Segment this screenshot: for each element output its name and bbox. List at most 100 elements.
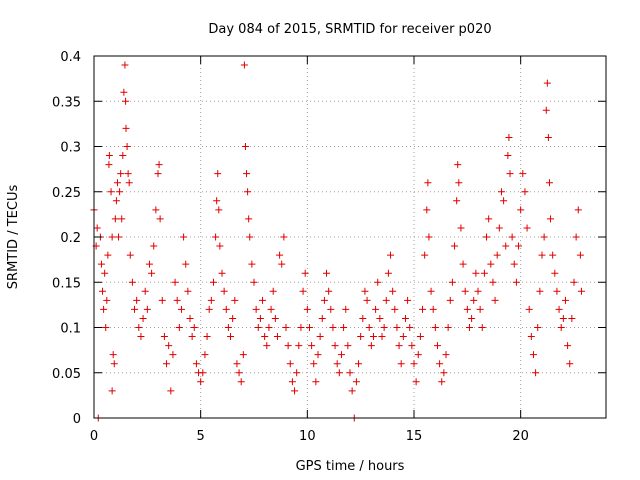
data-point bbox=[215, 206, 223, 214]
data-point bbox=[199, 369, 207, 377]
data-point bbox=[135, 324, 143, 331]
data-point bbox=[555, 305, 563, 313]
data-point bbox=[504, 152, 512, 160]
data-point bbox=[197, 378, 205, 386]
y-tick-label: 0.05 bbox=[52, 367, 81, 382]
data-point bbox=[246, 233, 254, 241]
data-point bbox=[561, 296, 569, 304]
data-point bbox=[156, 215, 164, 223]
data-point bbox=[478, 324, 486, 331]
data-point bbox=[424, 179, 432, 187]
data-point bbox=[333, 360, 341, 368]
data-point bbox=[207, 296, 215, 304]
data-point bbox=[254, 324, 262, 331]
data-point bbox=[105, 161, 113, 169]
data-point bbox=[150, 242, 158, 250]
data-point bbox=[551, 269, 559, 277]
data-point bbox=[154, 170, 162, 178]
data-point bbox=[291, 387, 299, 395]
data-point bbox=[160, 333, 168, 341]
data-point bbox=[131, 305, 139, 313]
data-point bbox=[387, 251, 395, 259]
data-point bbox=[465, 324, 473, 331]
data-point bbox=[320, 296, 328, 304]
data-point bbox=[310, 360, 318, 368]
data-point bbox=[337, 351, 345, 359]
data-point bbox=[436, 360, 444, 368]
data-point bbox=[367, 342, 375, 350]
data-point bbox=[267, 305, 275, 313]
data-point bbox=[444, 324, 452, 331]
data-point bbox=[545, 179, 553, 187]
data-point bbox=[182, 260, 190, 268]
data-point bbox=[401, 314, 409, 322]
data-point bbox=[423, 206, 431, 214]
data-point bbox=[118, 215, 126, 223]
data-point bbox=[442, 351, 450, 359]
data-point bbox=[357, 333, 365, 341]
data-point bbox=[214, 170, 222, 178]
data-point bbox=[487, 260, 495, 268]
data-point bbox=[536, 287, 544, 295]
data-point bbox=[122, 97, 130, 105]
data-point bbox=[122, 124, 130, 132]
data-point bbox=[519, 170, 527, 178]
data-point bbox=[233, 360, 241, 368]
data-point bbox=[399, 333, 407, 341]
data-point bbox=[510, 260, 518, 268]
data-point bbox=[429, 305, 437, 313]
data-point bbox=[167, 387, 175, 395]
data-point bbox=[248, 260, 256, 268]
data-point bbox=[493, 251, 501, 259]
data-point bbox=[305, 324, 313, 331]
data-point bbox=[508, 233, 516, 241]
data-point bbox=[288, 378, 296, 386]
data-point bbox=[572, 233, 580, 241]
data-point bbox=[454, 161, 462, 169]
data-point bbox=[527, 333, 535, 341]
data-point bbox=[412, 378, 420, 386]
data-point bbox=[273, 333, 281, 341]
data-point bbox=[476, 305, 484, 313]
data-point bbox=[455, 179, 463, 187]
data-points bbox=[90, 61, 585, 422]
data-point bbox=[408, 342, 416, 350]
data-point bbox=[137, 333, 145, 341]
data-point bbox=[158, 296, 166, 304]
data-point bbox=[566, 360, 574, 368]
y-tick-label: 0.25 bbox=[52, 186, 81, 201]
data-point bbox=[297, 324, 305, 331]
data-point bbox=[286, 360, 294, 368]
data-point bbox=[553, 287, 561, 295]
data-point bbox=[241, 143, 249, 150]
data-point bbox=[574, 206, 582, 214]
data-point bbox=[564, 342, 572, 350]
data-point bbox=[480, 269, 488, 277]
data-point bbox=[107, 188, 115, 196]
data-point bbox=[346, 369, 354, 377]
data-point bbox=[205, 305, 213, 313]
data-point bbox=[376, 314, 384, 322]
data-point bbox=[327, 305, 335, 313]
data-point bbox=[295, 342, 303, 350]
data-point bbox=[491, 296, 499, 304]
data-point bbox=[212, 233, 220, 241]
data-point bbox=[201, 351, 209, 359]
data-point bbox=[108, 387, 116, 395]
data-point bbox=[485, 215, 493, 223]
data-point bbox=[93, 224, 101, 232]
x-tick-label: 15 bbox=[406, 429, 423, 444]
data-point bbox=[500, 197, 508, 205]
x-tick-label: 0 bbox=[90, 429, 98, 444]
data-point bbox=[256, 314, 264, 322]
data-point bbox=[459, 260, 467, 268]
data-point bbox=[104, 251, 112, 259]
data-point bbox=[397, 360, 405, 368]
data-point bbox=[433, 342, 441, 350]
data-point bbox=[414, 351, 422, 359]
data-point bbox=[148, 269, 156, 277]
data-point bbox=[355, 360, 363, 368]
data-point bbox=[505, 133, 513, 141]
data-point bbox=[102, 324, 110, 331]
data-point bbox=[121, 61, 129, 69]
